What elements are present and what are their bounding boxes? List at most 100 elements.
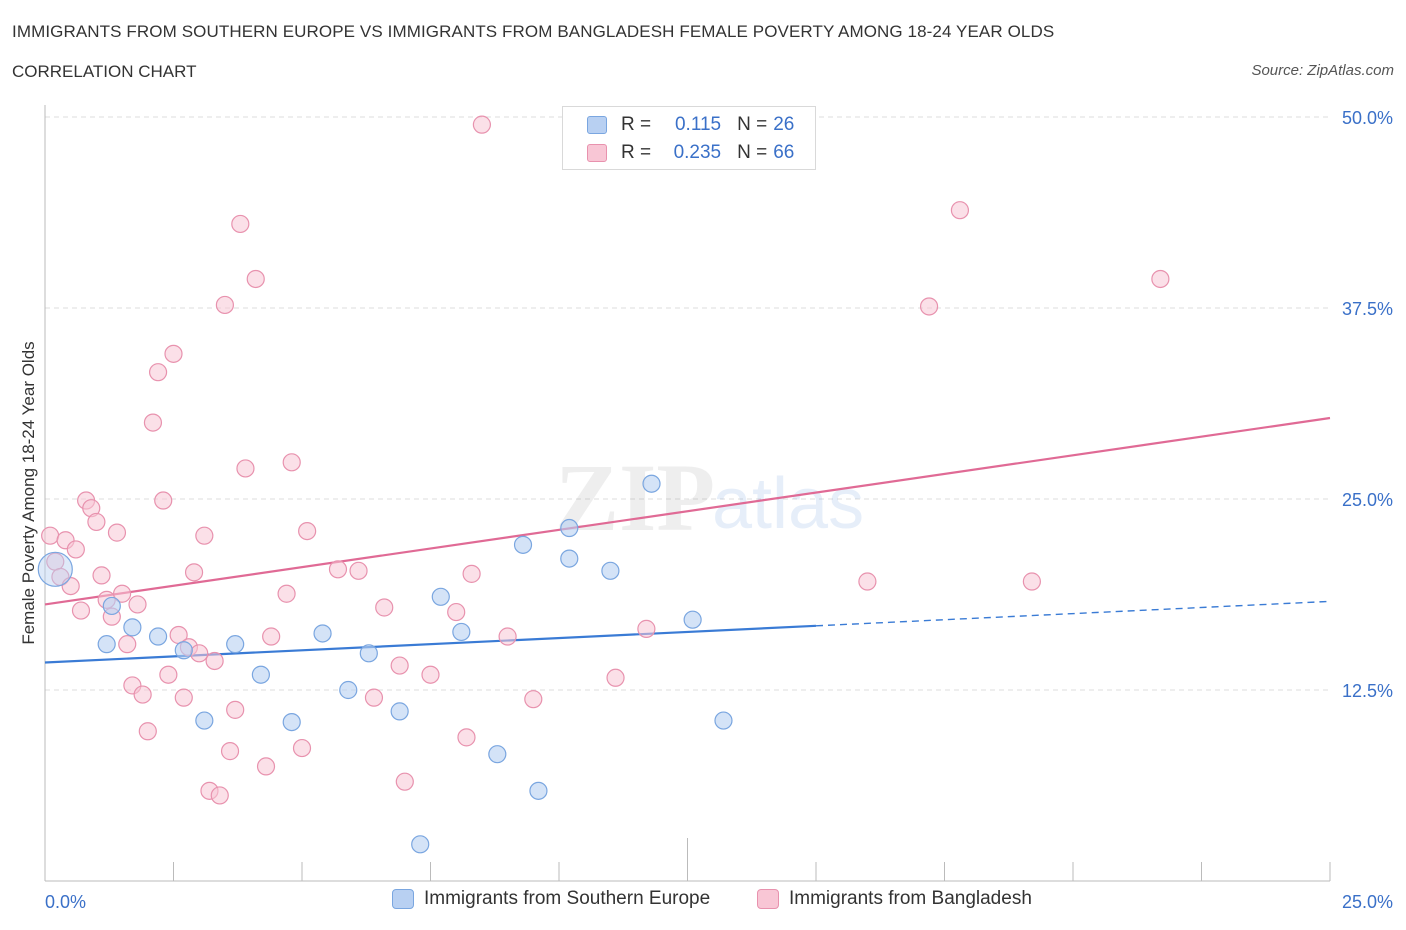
bangladesh-point [950, 201, 970, 220]
southern-europe-point [488, 745, 507, 764]
y-axis-label: Female Poverty Among 18-24 Year Olds [19, 341, 38, 644]
bangladesh-point [143, 413, 163, 432]
southern-europe-point [195, 711, 214, 730]
bangladesh-point [298, 521, 317, 541]
series-legend-bangladesh: Immigrants from Bangladesh [757, 888, 1032, 910]
southern-europe-point [97, 635, 116, 654]
bangladesh-point [107, 523, 127, 542]
bangladesh-point [246, 269, 265, 289]
series-swatch-pink [757, 889, 779, 909]
bangladesh-point [159, 665, 178, 684]
southern-europe-point [431, 587, 450, 606]
bangladesh-point [190, 644, 209, 663]
y-tick-label: 50.0% [1342, 108, 1393, 128]
y-tick-label: 37.5% [1342, 299, 1393, 319]
bangladesh-point [606, 668, 625, 687]
bangladesh-point [118, 635, 137, 654]
bangladesh-point [256, 757, 276, 776]
southern-europe-point [148, 627, 168, 646]
legend-n-value: 66 [773, 142, 795, 163]
legend-n-label: N = [737, 142, 768, 163]
bangladesh-point [92, 566, 111, 585]
legend-r-value: 0.115 [674, 114, 722, 135]
bangladesh-point [637, 619, 656, 638]
bangladesh-point [87, 512, 106, 532]
x-tick-label-min: 0.0% [45, 892, 86, 912]
bangladesh-point [1151, 269, 1170, 289]
bangladesh-point [41, 526, 60, 545]
bangladesh-point [133, 685, 152, 704]
bangladesh-point [71, 601, 91, 620]
southern-europe-point [359, 644, 378, 663]
legend-swatch-pink [587, 144, 607, 162]
correlation-legend: R = 0.115 N = 26 R = 0.235 N = 66 [562, 106, 816, 170]
bangladesh-point [174, 688, 193, 707]
southern-europe-point [529, 781, 548, 800]
southern-europe-point [513, 535, 533, 554]
southern-europe-point [251, 665, 270, 684]
legend-r-label: R = [621, 142, 652, 163]
southern-europe-point [37, 551, 73, 587]
southern-europe-point [123, 618, 142, 637]
bangladesh-point [1022, 572, 1041, 591]
bangladesh-point [128, 595, 147, 614]
southern-europe-point [411, 835, 430, 854]
bangladesh-point [421, 665, 440, 684]
bangladesh-point [148, 363, 168, 382]
series-name-bangladesh: Immigrants from Bangladesh [789, 888, 1032, 909]
bangladesh-point [277, 584, 296, 603]
series-legend-southern-europe: Immigrants from Southern Europe [392, 888, 710, 910]
bangladesh-point [262, 627, 281, 646]
southern-europe-point [683, 610, 702, 629]
legend-r-label: R = [621, 114, 652, 135]
legend-swatch-blue [587, 116, 607, 134]
southern-europe-point [560, 518, 579, 538]
bangladesh-point [919, 297, 939, 316]
bangladesh-point [231, 214, 250, 234]
southern-europe-point [390, 702, 409, 721]
southern-europe-point [174, 641, 193, 660]
southern-europe-trend-extension [815, 600, 1331, 627]
bangladesh-point [457, 728, 476, 747]
legend-n-label: N = [737, 114, 768, 135]
southern-europe-point [282, 712, 301, 732]
southern-europe-point [714, 711, 733, 730]
bangladesh-point [282, 453, 301, 472]
bangladesh-point [447, 602, 466, 622]
series-name-southern-europe: Immigrants from Southern Europe [424, 888, 711, 909]
bangladesh-point [184, 563, 204, 582]
bangladesh-point [364, 688, 384, 707]
watermark-zip-text: ZIP [555, 444, 715, 551]
southern-europe-point [102, 596, 121, 616]
bangladesh-point [328, 560, 348, 579]
source-credit: Source: ZipAtlas.com [1251, 62, 1394, 79]
southern-europe-trend-line [44, 624, 817, 664]
x-axis-ticks [44, 838, 1331, 881]
bangladesh-point [349, 561, 368, 580]
bangladesh-point [66, 540, 85, 559]
bangladesh-point [138, 722, 157, 741]
bangladesh-point [292, 738, 312, 758]
bangladesh-point [472, 115, 491, 134]
gridlines [45, 116, 1330, 691]
y-tick-label: 25.0% [1342, 490, 1393, 510]
southern-europe-point [642, 474, 661, 493]
bangladesh-point [498, 627, 517, 646]
trend-lines [44, 416, 1331, 664]
southern-europe-points [37, 474, 733, 854]
bangladesh-point [226, 700, 245, 719]
zipatlas-watermark: ZIP atlas [555, 444, 864, 551]
bangladesh-point [524, 690, 543, 709]
bangladesh-point [195, 526, 214, 545]
legend-row-southern-europe: R = 0.115 N = 26 [587, 112, 794, 138]
southern-europe-point [339, 680, 358, 700]
bangladesh-point [112, 584, 132, 603]
legend-n-value: 26 [773, 114, 795, 135]
bangladesh-point [858, 572, 877, 591]
legend-r-value: 0.235 [673, 142, 722, 163]
chart-subtitle: CORRELATION CHART [12, 62, 197, 81]
southern-europe-point [313, 624, 332, 643]
bangladesh-point [375, 598, 394, 617]
bangladesh-point [220, 742, 240, 761]
